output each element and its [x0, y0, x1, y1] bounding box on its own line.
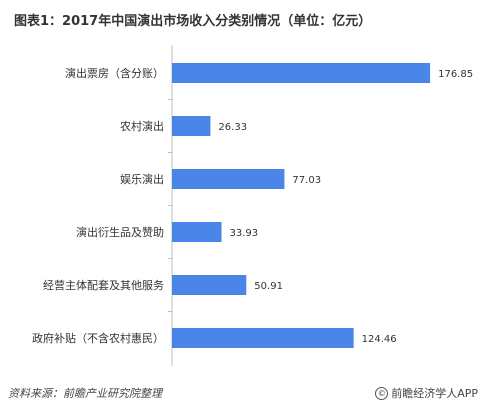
category-label: 娱乐演出: [120, 172, 164, 186]
bar: [172, 169, 285, 189]
value-label: 33.93: [230, 228, 259, 239]
bar-chart: 演出票房（含分账） 176.85 农村演出 26.33 娱乐演出 77.03 演出衍生品及赞…: [32, 45, 473, 366]
value-label: 176.85: [438, 69, 473, 80]
bar: [172, 275, 247, 295]
value-label: 26.33: [218, 122, 247, 133]
category-label: 政府补贴（不含农村惠民）: [32, 331, 164, 345]
category-label: 演出衍生品及赞助: [76, 225, 164, 239]
brand-name: 前瞻经济学人APP: [391, 387, 478, 400]
category-label: 经营主体配套及其他服务: [43, 278, 164, 292]
bar: [172, 116, 211, 136]
bar: [172, 222, 222, 242]
bar: [172, 63, 431, 83]
value-label: 124.46: [362, 334, 397, 345]
source-note: 资料来源：前瞻产业研究院整理: [8, 387, 162, 400]
bar: [172, 328, 354, 348]
brand-credit: © 前瞻经济学人APP: [375, 385, 478, 401]
value-label: 77.03: [292, 175, 321, 186]
value-label: 50.91: [254, 281, 283, 292]
copyright-icon: ©: [375, 386, 389, 400]
category-label: 演出票房（含分账）: [65, 66, 164, 80]
chart-title: 图表1：2017年中国演出市场收入分类别情况（单位：亿元）: [14, 14, 372, 29]
category-label: 农村演出: [120, 119, 164, 133]
